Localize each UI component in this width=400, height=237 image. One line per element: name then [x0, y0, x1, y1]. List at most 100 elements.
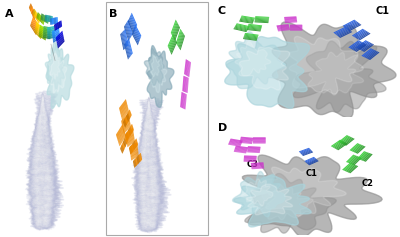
Polygon shape: [134, 183, 152, 188]
Polygon shape: [145, 220, 153, 225]
Polygon shape: [34, 138, 41, 141]
Polygon shape: [146, 114, 149, 122]
Polygon shape: [37, 189, 48, 196]
Polygon shape: [38, 159, 48, 164]
Polygon shape: [152, 172, 160, 181]
Polygon shape: [43, 123, 49, 127]
Polygon shape: [38, 120, 42, 125]
Polygon shape: [138, 152, 147, 157]
Polygon shape: [38, 156, 48, 160]
Polygon shape: [41, 171, 49, 175]
Polygon shape: [138, 186, 145, 190]
Polygon shape: [150, 126, 155, 132]
Polygon shape: [139, 218, 148, 225]
Polygon shape: [36, 215, 47, 222]
Polygon shape: [144, 208, 158, 213]
Polygon shape: [41, 103, 43, 106]
Polygon shape: [138, 168, 148, 172]
FancyBboxPatch shape: [234, 27, 247, 31]
Polygon shape: [143, 181, 158, 187]
Polygon shape: [149, 112, 152, 116]
Polygon shape: [36, 223, 46, 230]
Polygon shape: [151, 218, 154, 222]
Polygon shape: [146, 203, 158, 208]
Polygon shape: [40, 175, 49, 179]
Polygon shape: [31, 188, 39, 191]
FancyBboxPatch shape: [277, 27, 290, 30]
Polygon shape: [42, 223, 49, 229]
Polygon shape: [41, 127, 50, 133]
FancyBboxPatch shape: [42, 17, 45, 25]
Polygon shape: [36, 142, 40, 146]
Polygon shape: [150, 161, 159, 165]
Polygon shape: [133, 196, 168, 204]
Polygon shape: [36, 200, 47, 206]
Polygon shape: [39, 126, 48, 134]
Polygon shape: [148, 105, 149, 108]
Polygon shape: [47, 179, 54, 182]
Polygon shape: [140, 152, 152, 157]
Polygon shape: [27, 182, 42, 188]
Polygon shape: [147, 182, 164, 189]
Polygon shape: [141, 161, 148, 164]
Polygon shape: [28, 157, 52, 166]
Polygon shape: [146, 200, 153, 204]
Polygon shape: [139, 159, 152, 164]
Polygon shape: [138, 193, 145, 198]
Polygon shape: [42, 202, 52, 208]
Polygon shape: [147, 146, 154, 150]
Polygon shape: [47, 181, 53, 185]
FancyBboxPatch shape: [30, 6, 34, 14]
Polygon shape: [36, 133, 44, 141]
Polygon shape: [149, 120, 153, 124]
Polygon shape: [30, 215, 57, 223]
Polygon shape: [38, 110, 49, 115]
Polygon shape: [30, 174, 46, 180]
Polygon shape: [40, 148, 54, 153]
Polygon shape: [44, 207, 52, 213]
FancyBboxPatch shape: [348, 23, 360, 30]
Polygon shape: [146, 140, 152, 144]
Polygon shape: [31, 177, 42, 181]
Polygon shape: [140, 155, 147, 164]
FancyBboxPatch shape: [124, 44, 129, 59]
Polygon shape: [45, 203, 53, 206]
Polygon shape: [40, 140, 51, 145]
Polygon shape: [145, 120, 148, 125]
Polygon shape: [141, 217, 148, 225]
Polygon shape: [150, 220, 159, 226]
Polygon shape: [38, 165, 54, 173]
Polygon shape: [45, 175, 56, 183]
Polygon shape: [138, 146, 149, 151]
Polygon shape: [41, 215, 54, 219]
Polygon shape: [147, 212, 153, 216]
Polygon shape: [42, 99, 43, 101]
Polygon shape: [43, 203, 52, 212]
Polygon shape: [44, 218, 51, 226]
Polygon shape: [29, 200, 40, 205]
Polygon shape: [36, 136, 44, 142]
Polygon shape: [136, 222, 162, 229]
Polygon shape: [40, 175, 55, 180]
Polygon shape: [148, 131, 157, 140]
Polygon shape: [147, 119, 150, 122]
Polygon shape: [44, 203, 50, 206]
FancyBboxPatch shape: [353, 157, 362, 165]
Polygon shape: [42, 115, 45, 118]
Polygon shape: [40, 111, 43, 116]
Polygon shape: [44, 165, 54, 169]
Polygon shape: [149, 213, 161, 221]
Polygon shape: [41, 102, 43, 110]
Polygon shape: [139, 223, 149, 231]
Polygon shape: [149, 119, 152, 123]
Polygon shape: [149, 165, 156, 170]
Polygon shape: [26, 187, 42, 193]
Polygon shape: [138, 215, 166, 223]
FancyBboxPatch shape: [131, 143, 134, 152]
Polygon shape: [148, 158, 155, 161]
Polygon shape: [142, 131, 146, 135]
FancyBboxPatch shape: [248, 27, 262, 29]
Polygon shape: [31, 162, 40, 168]
Polygon shape: [139, 150, 148, 156]
Polygon shape: [43, 188, 54, 191]
